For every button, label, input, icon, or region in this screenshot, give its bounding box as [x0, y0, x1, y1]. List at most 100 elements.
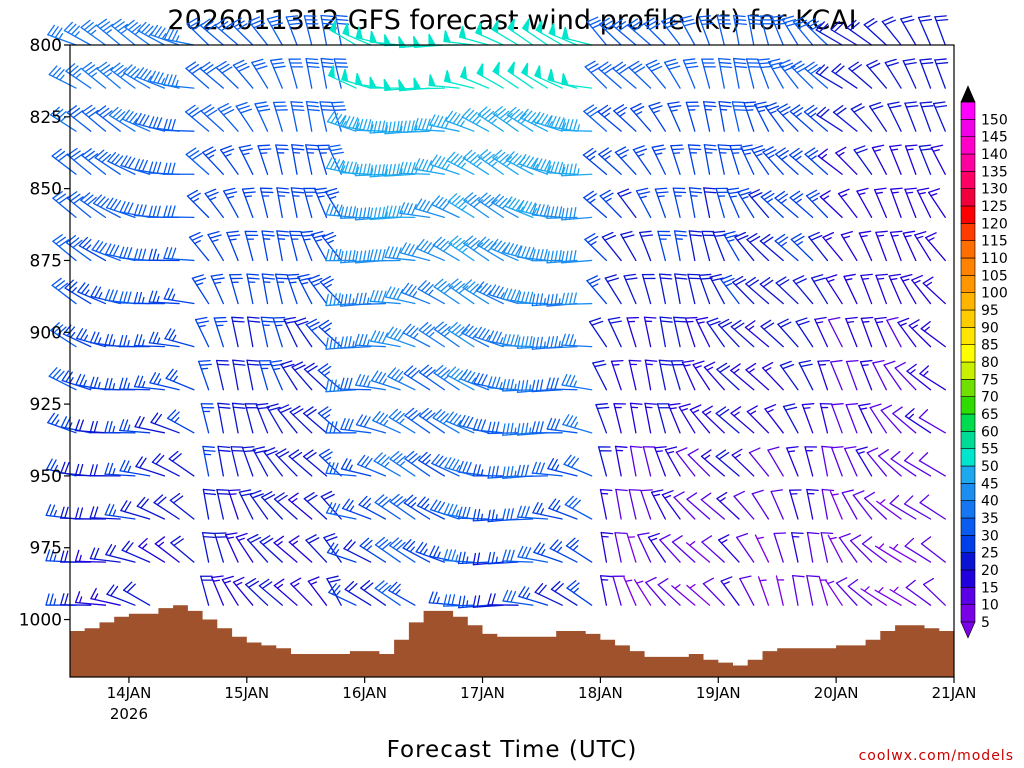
wind-barb — [388, 408, 416, 434]
color-swatch — [960, 465, 976, 484]
wind-barb — [272, 101, 288, 132]
wind-barb — [791, 532, 804, 563]
wind-barb — [135, 456, 166, 477]
wind-barb — [773, 532, 787, 563]
wind-barb — [816, 106, 843, 132]
wind-barb — [48, 65, 77, 89]
wind-barb — [720, 274, 740, 305]
wind-barb — [808, 231, 829, 262]
wind-barb — [703, 361, 725, 391]
wind-barb — [874, 316, 887, 348]
wind-barb — [305, 534, 328, 563]
wind-barb — [229, 273, 243, 305]
color-swatch — [960, 361, 976, 380]
wind-barb — [463, 192, 490, 219]
wind-barb — [754, 101, 770, 132]
wind-barb — [389, 493, 416, 520]
wind-barb — [684, 316, 698, 348]
wind-barb — [900, 15, 917, 46]
wind-barb — [925, 232, 946, 262]
wind-barb — [675, 447, 696, 477]
wind-barb — [227, 489, 241, 520]
wind-barb — [613, 104, 637, 132]
wind-barb — [831, 446, 844, 477]
wind-barb — [548, 498, 578, 520]
wind-barb — [342, 22, 372, 46]
wind-barb — [920, 321, 946, 348]
wind-barb — [535, 20, 563, 46]
wind-barb — [792, 16, 814, 46]
wind-barb — [50, 106, 77, 132]
wind-barb — [821, 488, 835, 520]
wind-barb — [919, 101, 934, 132]
wind-barb — [90, 285, 121, 305]
wind-barb — [750, 145, 770, 175]
wind-barb — [413, 77, 445, 90]
wind-barb — [871, 144, 887, 175]
wind-barb — [850, 103, 873, 132]
color-swatch — [960, 205, 976, 224]
wind-barb — [50, 322, 77, 348]
wind-barb — [134, 415, 166, 434]
wind-barb — [288, 449, 313, 477]
wind-barb — [746, 233, 770, 262]
wind-barb — [443, 70, 475, 89]
wind-barb — [492, 61, 519, 89]
wind-barb — [520, 62, 549, 89]
wind-barb — [889, 144, 902, 175]
wind-barb — [858, 230, 873, 262]
wind-barb — [235, 532, 254, 563]
wind-barb — [685, 101, 700, 132]
wind-barb — [77, 282, 107, 305]
wind-barb — [369, 249, 401, 262]
wind-barb — [340, 335, 372, 349]
wind-barb — [300, 230, 315, 262]
wind-barb — [832, 104, 858, 132]
wind-barb — [148, 248, 180, 262]
color-scale-label: 120 — [981, 216, 1008, 232]
wind-barb — [658, 359, 673, 391]
wind-barb — [671, 535, 696, 563]
wind-barb — [856, 187, 873, 219]
wind-barb — [561, 163, 593, 177]
wind-barb — [853, 145, 873, 175]
wind-barb — [863, 491, 887, 520]
wind-barb — [789, 147, 814, 175]
wind-barb — [213, 316, 228, 348]
wind-barb — [277, 404, 298, 434]
wind-barb — [266, 403, 283, 434]
wind-barb — [831, 63, 858, 89]
wind-barb — [654, 446, 667, 477]
wind-barb — [670, 144, 685, 175]
wind-barb — [859, 359, 873, 391]
wind-barb — [163, 118, 195, 132]
wind-barb — [678, 403, 696, 434]
wind-barb — [462, 279, 490, 305]
color-scale-label: 45 — [981, 476, 999, 492]
wind-barb — [723, 230, 740, 262]
wind-barb — [759, 277, 784, 305]
wind-barb — [340, 458, 372, 477]
wind-barb — [517, 545, 549, 563]
wind-barb — [263, 447, 283, 477]
wind-barb — [804, 446, 818, 477]
wind-barb — [889, 230, 903, 262]
wind-barb — [443, 30, 475, 46]
wind-barb — [695, 316, 711, 348]
color-swatch — [960, 448, 976, 467]
wind-barb — [105, 544, 136, 563]
wind-barb — [757, 576, 770, 606]
wind-barb — [121, 109, 151, 132]
wind-barb — [231, 316, 245, 348]
wind-barb — [328, 583, 357, 606]
wind-barb — [547, 458, 578, 477]
wind-barb — [760, 319, 784, 348]
wind-barb — [718, 57, 733, 89]
wind-barb — [404, 407, 431, 434]
wind-barb — [531, 421, 563, 434]
wind-barb — [720, 576, 740, 606]
wind-barb — [629, 402, 643, 434]
wind-barb — [650, 489, 666, 520]
wind-barb — [805, 17, 829, 46]
wind-barb — [889, 494, 917, 520]
